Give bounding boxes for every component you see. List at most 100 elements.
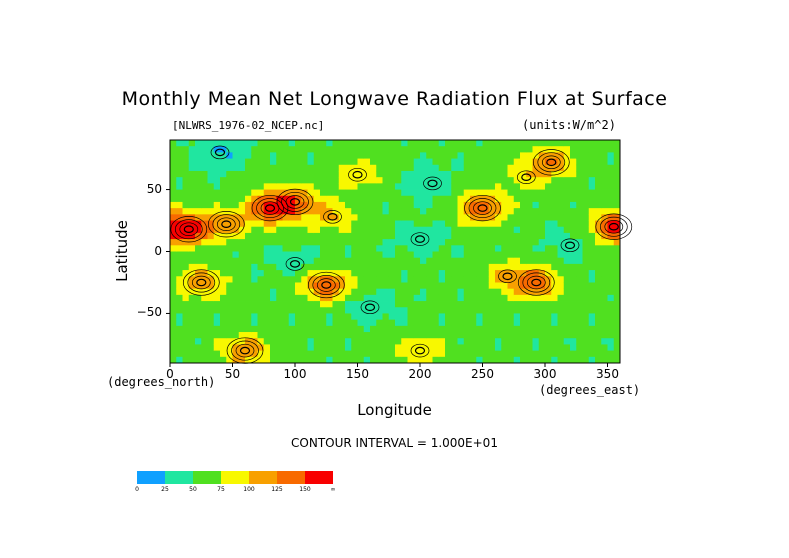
field-cell — [513, 189, 521, 197]
field-cell — [182, 282, 190, 290]
field-cell — [538, 332, 546, 339]
field-cell — [595, 170, 602, 178]
field-cell — [401, 170, 408, 178]
field-cell — [595, 226, 602, 234]
field-cell — [482, 332, 490, 339]
field-cell — [270, 270, 277, 277]
field-cell — [307, 332, 315, 339]
field-cell — [538, 140, 546, 147]
field-cell — [613, 226, 621, 234]
field-cell — [501, 232, 508, 240]
field-cell — [432, 164, 440, 172]
field-cell — [282, 350, 290, 358]
field-cell — [201, 201, 208, 209]
field-cell — [488, 146, 496, 153]
field-cell — [195, 152, 202, 159]
field-cell — [526, 201, 533, 209]
field-cell — [526, 332, 533, 339]
field-cell — [513, 344, 521, 352]
field-cell — [338, 319, 346, 327]
field-cell — [363, 276, 371, 283]
field-cell — [282, 164, 290, 172]
field-cell — [495, 214, 502, 221]
field-cell — [307, 301, 315, 308]
field-cell — [407, 319, 415, 327]
field-cell — [526, 195, 533, 203]
field-cell — [613, 158, 621, 166]
field-cell — [595, 301, 602, 308]
field-cell — [263, 239, 271, 246]
field-cell — [320, 313, 327, 321]
field-cell — [545, 177, 552, 184]
field-cell — [451, 257, 458, 265]
field-cell — [570, 307, 577, 314]
field-cell — [357, 307, 365, 314]
field-cell — [613, 257, 621, 265]
field-cell — [351, 189, 358, 197]
field-cell — [282, 140, 290, 147]
field-cell — [570, 288, 577, 296]
field-cell — [532, 325, 540, 333]
contour-line — [414, 346, 426, 355]
field-cell — [438, 332, 446, 339]
colorbar-swatch — [137, 471, 165, 484]
field-cell — [457, 270, 465, 277]
field-cell — [451, 158, 458, 166]
field-cell — [582, 270, 590, 277]
field-cell — [207, 325, 215, 333]
field-cell — [551, 140, 558, 147]
field-cell — [176, 338, 183, 345]
field-cell — [495, 270, 502, 277]
field-cell — [301, 257, 308, 265]
field-cell — [563, 251, 571, 259]
field-cell — [257, 263, 265, 271]
field-cell — [263, 319, 271, 327]
field-cell — [513, 201, 521, 209]
field-cell — [345, 189, 352, 197]
field-cell — [538, 344, 546, 352]
field-cell — [182, 164, 190, 172]
field-cell — [195, 263, 202, 271]
field-cell — [413, 245, 421, 252]
field-cell — [182, 158, 190, 166]
field-cell — [457, 251, 465, 259]
field-cell — [470, 307, 477, 314]
field-cell — [382, 301, 390, 308]
field-cell — [488, 183, 496, 190]
field-cell — [495, 307, 502, 314]
field-cell — [401, 301, 408, 308]
field-cell — [457, 170, 465, 178]
field-cell — [295, 177, 302, 184]
field-cell — [257, 313, 265, 321]
field-cell — [557, 356, 565, 364]
field-cell — [470, 226, 477, 234]
field-cell — [588, 232, 596, 240]
field-cell — [488, 356, 496, 364]
field-cell — [526, 232, 533, 240]
field-cell — [238, 263, 246, 271]
field-cell — [507, 307, 515, 314]
field-cell — [220, 170, 227, 178]
field-cell — [570, 319, 577, 327]
field-cell — [270, 294, 277, 302]
field-cell — [232, 356, 240, 364]
field-cell — [388, 214, 396, 221]
field-cell — [220, 245, 227, 252]
field-cell — [307, 350, 315, 358]
field-cell — [557, 332, 565, 339]
field-cell — [407, 276, 415, 283]
field-cell — [263, 226, 271, 234]
field-cell — [482, 301, 490, 308]
field-cell — [420, 288, 427, 296]
field-cell — [488, 251, 496, 259]
field-cell — [407, 251, 415, 259]
field-cell — [351, 146, 358, 153]
field-cell — [370, 177, 377, 184]
contour-line — [316, 278, 336, 292]
x-axis-unit: (degrees_east) — [539, 383, 641, 397]
field-cell — [363, 140, 371, 147]
field-cell — [326, 226, 333, 234]
field-cell — [395, 251, 402, 259]
field-cell — [426, 152, 433, 159]
field-cell — [351, 158, 358, 166]
